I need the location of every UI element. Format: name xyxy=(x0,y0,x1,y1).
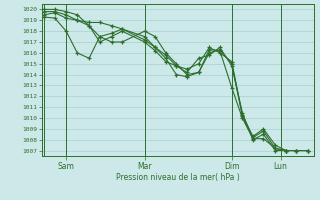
X-axis label: Pression niveau de la mer( hPa ): Pression niveau de la mer( hPa ) xyxy=(116,173,239,182)
